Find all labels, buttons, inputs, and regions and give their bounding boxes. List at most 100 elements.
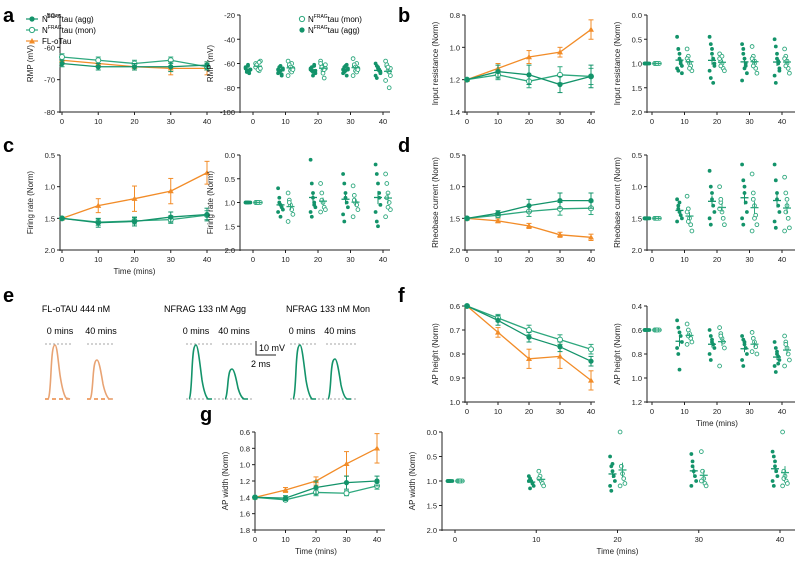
y-tick-label-g1: 0.8 [240,444,250,453]
dot-agg-f2 [772,364,777,368]
dot-agg-a2 [344,73,349,78]
y-tick-label-b2: 0.5 [632,35,642,44]
dot-agg-b2 [676,68,681,73]
dot-mon-a2 [385,64,391,70]
x-tick-label-b1: 20 [525,117,533,126]
dot-agg-d2 [772,219,777,224]
dot-mon-a2 [321,75,327,81]
dot-agg-d2 [740,216,744,221]
dot-agg-a2 [342,65,347,70]
legend2-agg-text: NFRAGtau (agg) [308,25,360,35]
y-tick-label-c1: 0.5 [45,151,55,160]
y-tick-label-f2: 1.0 [632,374,642,383]
point-fl-g1 [282,486,289,493]
dot-mon-d2 [787,225,792,231]
x-tick-label-d2: 0 [650,255,654,264]
dot-agg-b2 [676,47,681,51]
x-axis-label-g2: Time (mins) [597,547,639,556]
dot-agg-d2 [712,210,717,214]
dot-agg-d2 [675,197,679,202]
dot-mon-g2 [622,481,628,486]
chart-b1: 0.8 1.0 1.2 1.4 0 10 20 30 40 Input resistance (N… [431,11,595,126]
x-tick-label-g2: 0 [453,535,457,544]
chart-g1: 0.6 0.8 1.0 1.2 1.4 1.6 1.80 10 20 30 40 AP width (… [221,428,385,556]
dot-mon-c2 [383,214,388,220]
dot-mon-b2 [782,46,787,52]
dot-agg-g2 [771,454,776,459]
dot-mon-d2 [754,222,760,228]
dot-mon-b2 [719,53,725,59]
dot-mon-c2 [384,181,390,186]
x-tick-label-f2: 30 [745,407,753,416]
dot-agg-f2 [676,325,681,330]
dot-mon-f2 [787,357,792,363]
point-agg-d1 [557,198,563,204]
dot-mon-f2 [718,333,724,339]
dot-agg-c2 [342,219,347,224]
dot-agg-f2 [740,358,744,362]
chart-a2: -20 -40 -60 -80 -100 0 10 20 30 40 RMP (mV) [206,11,393,126]
dot-agg-b2 [710,51,714,56]
y-tick-label-c1: 1.5 [45,214,55,223]
x-tick-label-d2: 40 [778,255,786,264]
dot-agg-d2 [772,162,777,167]
dot-agg-d2 [708,184,713,189]
y-tick-label-f1: 1.0 [450,398,460,407]
x-tick-label-a2: 20 [314,117,322,126]
x-tick-label-f2: 40 [778,407,786,416]
x-tick-label-g2: 20 [613,535,621,544]
dot-agg-c2 [378,202,383,207]
x-tick-label-d1: 40 [587,255,595,264]
point-fl-d1 [495,217,501,224]
dot-agg-b2 [772,73,777,78]
y-tick-label-b2: 0.0 [632,11,642,20]
x-tick-label-a2: 40 [379,117,387,126]
dot-mon-d2 [783,190,789,196]
dot-agg-d2 [742,184,747,189]
dot-agg-b2 [775,51,779,56]
dot-agg-a2 [344,62,349,67]
dot-agg-b2 [675,34,679,39]
point-fl-d1 [557,231,563,237]
x-tick-label-c1: 30 [167,255,175,264]
dot-agg-b2 [677,51,682,56]
dot-agg-c2 [341,212,345,217]
chart-f2: 0.4 0.6 0.8 1.0 1.2 0 10 20 30 40 AP height (Norm)… [613,302,795,428]
dot-agg-g2 [610,461,615,466]
dot-mon-g2 [617,483,623,489]
dot-mon-d2 [684,209,690,215]
dot-agg-d2 [710,191,714,195]
y-tick-label-b2: 2.0 [632,108,642,117]
dot-mon-f2 [754,351,760,357]
dot-agg-d2 [740,162,744,167]
dot-mon-g2 [541,483,546,489]
dot-agg-c2 [343,191,348,195]
x-tick-label-d2: 20 [713,255,721,264]
dot-agg-f2 [677,330,682,335]
dot-agg-a2 [276,71,280,76]
scale-bar-voltage: 10 mV [259,343,285,353]
dot-agg-b2 [741,47,746,51]
dot-agg-g2 [689,484,694,488]
x-tick-label-a2: 30 [346,117,354,126]
x-tick-label-c2: 40 [379,255,387,264]
y-tick-label-g1: 1.8 [240,526,250,535]
dot-agg-d2 [745,210,749,214]
legend-mon-text: NFRAGtau (mon) [42,25,96,35]
dot-mon-g2 [698,478,704,484]
point-fl-b1 [526,54,532,60]
dot-agg-a2 [374,76,379,80]
y-tick-label-b1: 1.4 [450,108,460,117]
dot-agg-d2 [678,213,683,218]
dot-mon-f2 [782,363,787,369]
dot-agg-f2 [675,346,679,350]
point-agg-a1 [131,64,138,70]
x-tick-label-g1: 40 [373,535,381,544]
point-agg-f1 [588,358,594,364]
dot-mon-f2 [684,321,690,327]
dot-mon-a2 [383,78,388,83]
point-fl-f1 [526,355,532,361]
dot-agg-b2 [742,66,747,71]
dot-agg-d2 [707,168,712,173]
y-tick-label-d1: 1.0 [450,183,460,192]
